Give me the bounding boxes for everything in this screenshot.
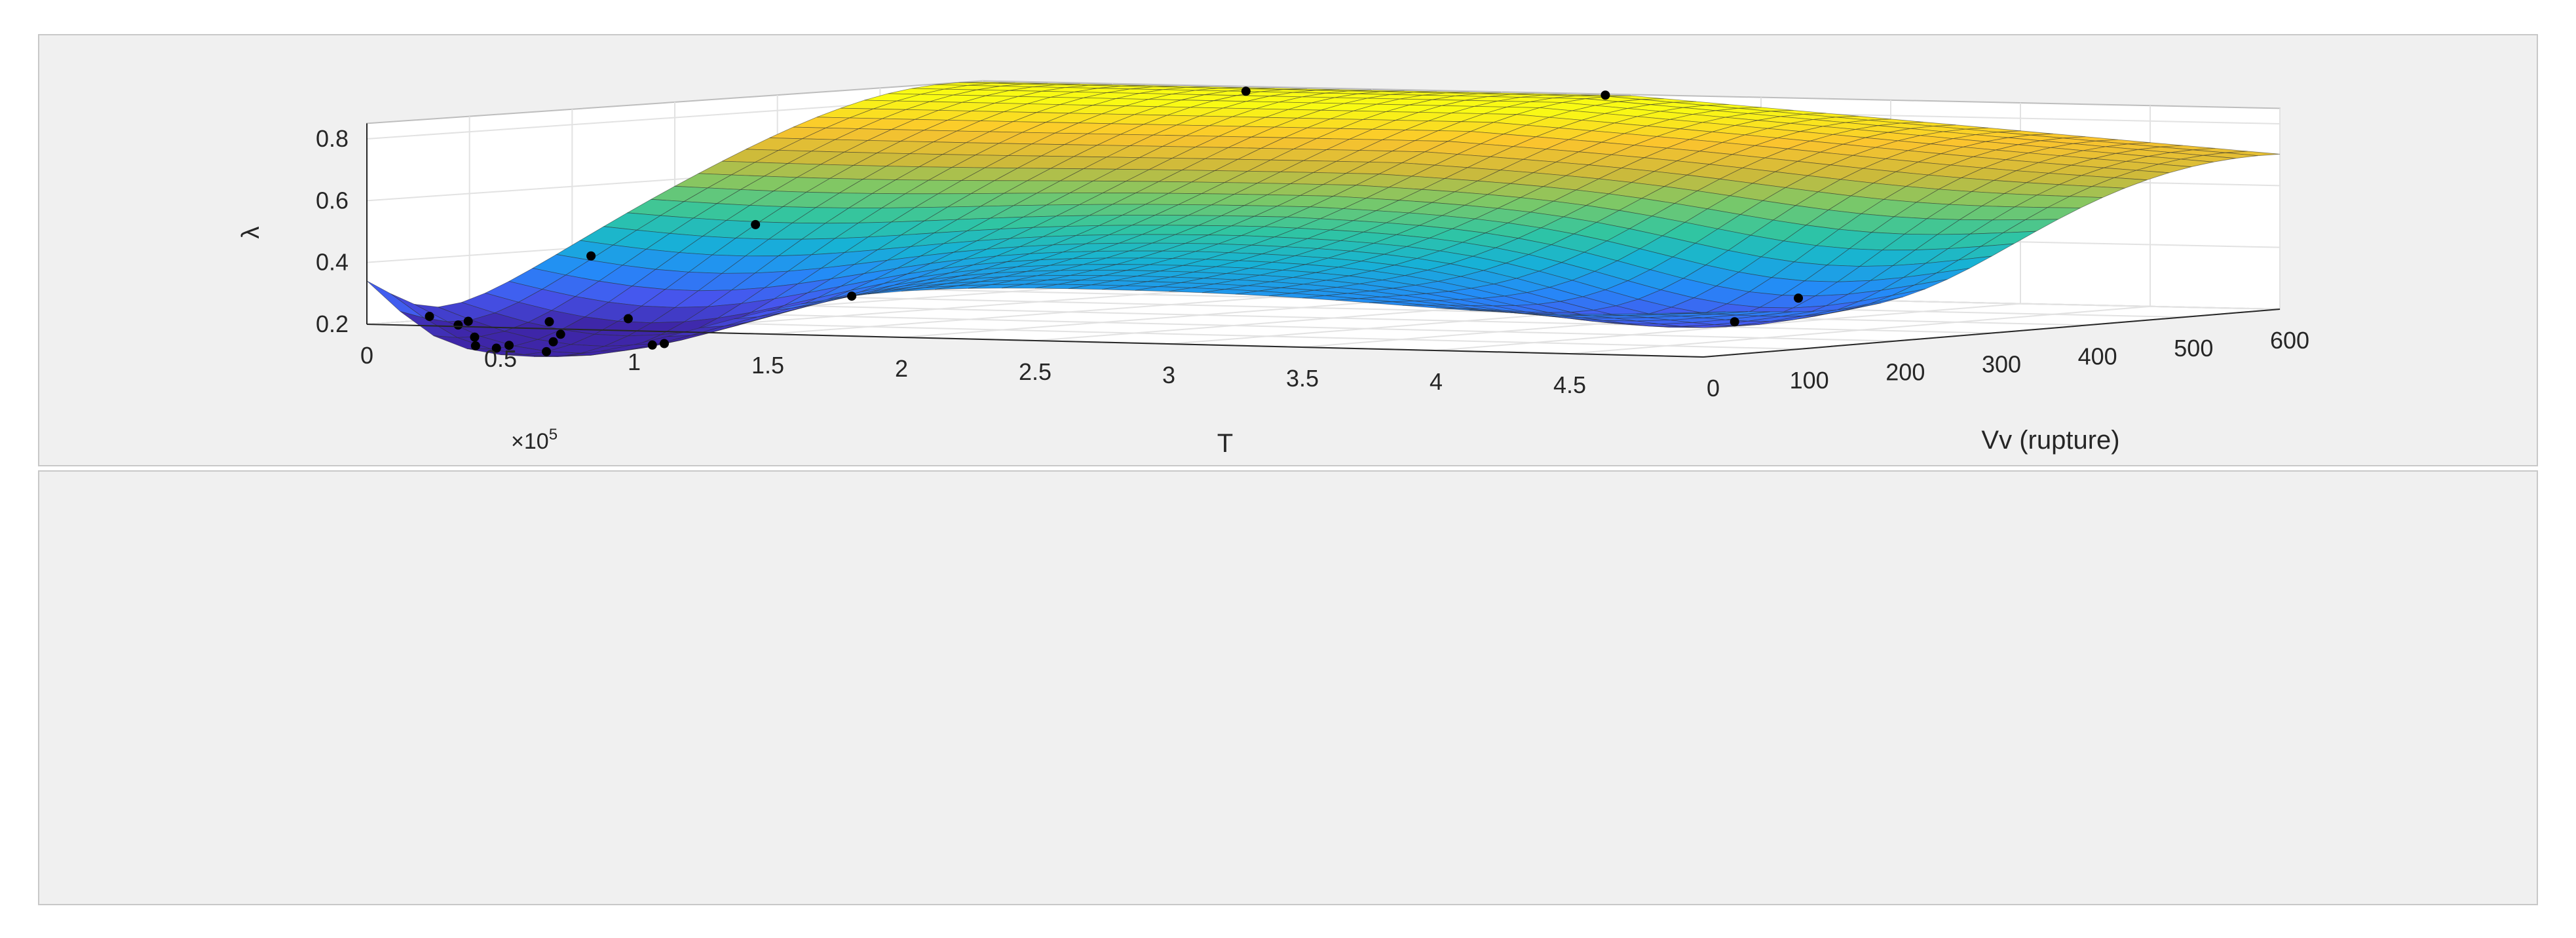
sample-point xyxy=(623,314,633,324)
sample-point xyxy=(425,312,434,322)
sample-point xyxy=(751,219,761,229)
sample-point xyxy=(1794,293,1804,303)
y-axis-label: Vv (rupture) xyxy=(1981,426,2119,455)
x-tick-label: 0.5 xyxy=(484,345,517,372)
z-tick-label: 0.2 xyxy=(316,310,349,337)
sample-point xyxy=(647,340,657,350)
x-exponent-label: ×105 xyxy=(511,426,558,454)
z-tick-label: 0.4 xyxy=(316,249,349,276)
x-tick-label: 1 xyxy=(628,348,641,375)
sample-point xyxy=(548,337,558,347)
x-axis-label: T xyxy=(1217,429,1233,458)
surface-mesh xyxy=(366,81,2281,357)
y-tick-label: 400 xyxy=(2078,343,2117,369)
x-tick-label: 4 xyxy=(1430,368,1443,395)
z-axis-label: λ xyxy=(237,227,265,239)
z-tick-label: 0.8 xyxy=(316,125,349,152)
y-tick-label: 100 xyxy=(1790,367,1829,394)
sample-point xyxy=(453,320,463,330)
sample-point xyxy=(463,316,473,326)
x-tick-label: 0 xyxy=(360,342,373,369)
x-tick-label: 2.5 xyxy=(1019,358,1051,385)
y-tick-label: 200 xyxy=(1885,359,1925,386)
x-exponent-power: 5 xyxy=(549,426,558,443)
x-tick-label: 1.5 xyxy=(751,352,784,379)
x-tick-label: 2 xyxy=(895,355,908,382)
sample-point xyxy=(556,329,565,339)
y-tick-label: 300 xyxy=(1982,351,2021,378)
sample-point xyxy=(1241,86,1251,96)
sample-point xyxy=(586,251,596,261)
sample-point xyxy=(1601,90,1610,100)
sample-point xyxy=(544,317,554,327)
y-tick-label: 0 xyxy=(1707,375,1720,402)
sample-point xyxy=(659,339,669,348)
z-tick-label: 0.6 xyxy=(316,187,349,214)
sample-point xyxy=(847,291,857,301)
sample-point xyxy=(470,341,480,350)
y-tick-label: 500 xyxy=(2174,335,2213,362)
sample-point xyxy=(542,347,552,356)
sample-point xyxy=(470,332,480,342)
sample-point xyxy=(1730,317,1739,327)
x-tick-label: 4.5 xyxy=(1553,371,1586,398)
x-tick-label: 3 xyxy=(1162,362,1175,388)
x-tick-label: 3.5 xyxy=(1286,365,1319,392)
y-tick-label: 600 xyxy=(2270,327,2309,354)
